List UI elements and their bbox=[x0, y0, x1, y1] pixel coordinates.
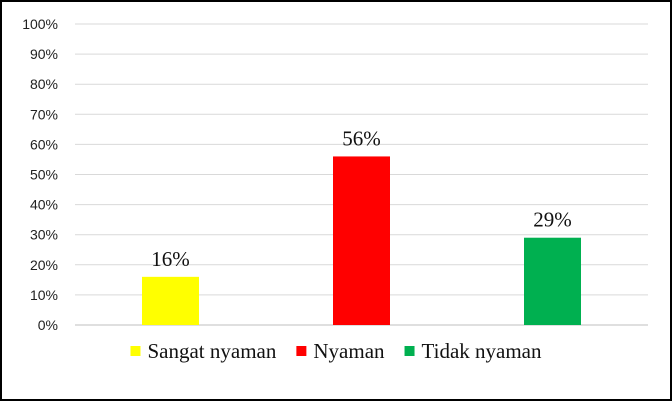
bar-sangat-nyaman bbox=[142, 276, 199, 325]
legend-label: Sangat nyaman bbox=[147, 339, 276, 363]
data-label: 29% bbox=[533, 208, 572, 232]
bar-nyaman bbox=[333, 156, 390, 325]
y-tick-label: 70% bbox=[30, 106, 58, 122]
bar-tidak-nyaman bbox=[524, 237, 581, 325]
data-label: 56% bbox=[342, 126, 381, 150]
y-tick-label: 10% bbox=[30, 287, 58, 303]
legend-swatch bbox=[404, 346, 415, 356]
legend-swatch bbox=[296, 346, 307, 356]
data-label: 16% bbox=[151, 247, 190, 271]
y-tick-label: 80% bbox=[30, 76, 58, 92]
legend-swatch bbox=[130, 346, 141, 356]
y-tick-label: 30% bbox=[30, 227, 58, 243]
legend-label: Nyaman bbox=[313, 339, 385, 363]
legend-label: Tidak nyaman bbox=[422, 339, 542, 363]
y-tick-label: 40% bbox=[30, 197, 58, 213]
y-tick-label: 50% bbox=[30, 167, 58, 183]
y-tick-label: 100% bbox=[22, 16, 58, 32]
y-tick-label: 0% bbox=[38, 317, 58, 333]
y-tick-label: 60% bbox=[30, 136, 58, 152]
y-tick-label: 90% bbox=[30, 46, 58, 62]
y-tick-label: 20% bbox=[30, 257, 58, 273]
